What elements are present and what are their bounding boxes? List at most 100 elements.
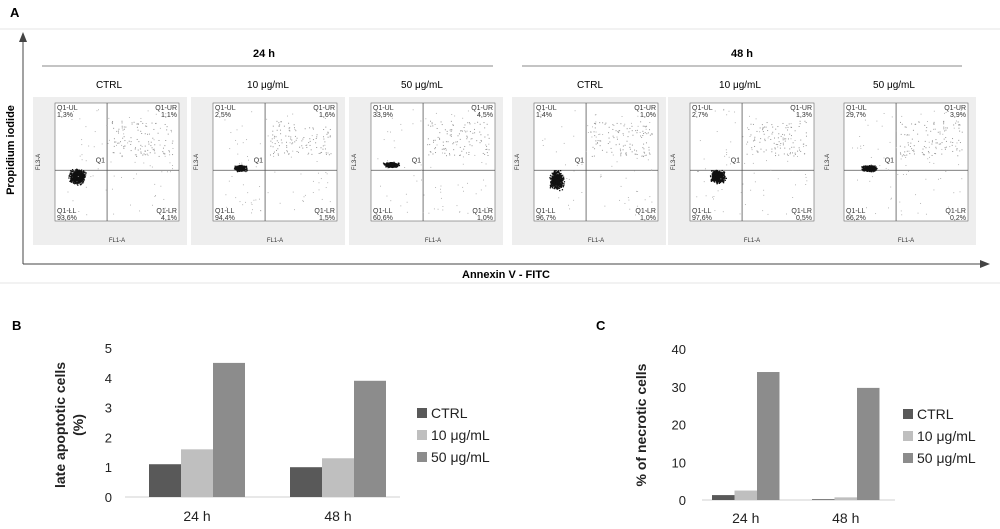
y-axis-label: late apoptotic cells xyxy=(52,362,68,488)
y-tick-label: 40 xyxy=(672,342,686,357)
time-header-24h: 24 h xyxy=(253,48,275,60)
quadrant-name-ll: Q1-LL xyxy=(846,208,866,215)
quadrant-center-label: Q1 xyxy=(885,157,894,164)
quadrant-value-lr: 0,2% xyxy=(950,215,966,222)
time-header-48h: 48 h xyxy=(731,48,753,60)
y-axis-label: (%) xyxy=(70,414,86,436)
flow-plot-area xyxy=(54,102,180,222)
quadrant-name-ll: Q1-LL xyxy=(215,208,235,215)
quadrant-name-ul: Q1-UL xyxy=(57,105,78,112)
panel-a-x-axis-arrowhead xyxy=(980,260,990,268)
flow-plot-y-label: FL3-A xyxy=(36,154,42,170)
quadrant-center-label: Q1 xyxy=(96,157,105,164)
quadrant-value-ur: 1,0% xyxy=(640,112,656,119)
panel-a-letter: A xyxy=(10,5,20,20)
flow-plot-dots xyxy=(377,109,490,214)
flow-plot-x-label: FL1-A xyxy=(425,238,441,244)
quadrant-value-ll: 97,6% xyxy=(692,215,712,222)
quadrant-name-ll: Q1-LL xyxy=(57,208,77,215)
flow-plot-y-label: FL3-A xyxy=(825,154,831,170)
late-apoptotic-chart: 0 1 2 3 4 5 24 h 48 h late apoptotic cells (%) CTR… xyxy=(52,341,490,524)
y-axis-label: % of necrotic cells xyxy=(633,363,649,486)
quadrant-name-ur: Q1-UR xyxy=(471,105,493,112)
quadrant-value-ul: 2,5% xyxy=(215,112,231,119)
quadrant-name-lr: Q1-LR xyxy=(945,208,966,215)
quadrant-value-ur: 4,5% xyxy=(477,112,493,119)
bar xyxy=(757,372,780,500)
quadrant-name-ur: Q1-UR xyxy=(634,105,656,112)
quadrant-name-ll: Q1-LL xyxy=(692,208,712,215)
quadrant-value-ll: 60,6% xyxy=(373,215,393,222)
quadrant-value-ul: 2,7% xyxy=(692,112,708,119)
condition-label: 10 μg/mL xyxy=(247,80,289,91)
flow-plot-dots xyxy=(540,109,653,216)
quadrant-center-label: Q1 xyxy=(575,157,584,164)
quadrant-value-lr: 0,5% xyxy=(796,215,812,222)
bar xyxy=(149,464,181,497)
quadrant-value-ur: 1,6% xyxy=(319,112,335,119)
panel-a-x-axis-label: Annexin V - FITC xyxy=(462,269,550,281)
flow-plot-dots xyxy=(852,110,963,216)
bar xyxy=(322,458,354,497)
legend-label: CTRL xyxy=(431,405,468,421)
flow-plot-y-label: FL3-A xyxy=(515,154,521,170)
quadrant-name-ul: Q1-UL xyxy=(846,105,867,112)
quadrant-value-ur: 1,3% xyxy=(796,112,812,119)
y-tick-label: 1 xyxy=(105,460,112,475)
condition-label: CTRL xyxy=(577,80,604,91)
quadrant-name-ul: Q1-UL xyxy=(692,105,713,112)
bar xyxy=(812,499,835,500)
quadrant-center-label: Q1 xyxy=(412,157,421,164)
bar xyxy=(181,449,213,497)
quadrant-value-ur: 1,1% xyxy=(161,112,177,119)
quadrant-value-ll: 66,2% xyxy=(846,215,866,222)
panel-a-y-axis-arrowhead xyxy=(19,32,27,42)
flow-plot-y-label: FL3-A xyxy=(352,154,358,170)
quadrant-value-lr: 1,0% xyxy=(640,215,656,222)
quadrant-value-ll: 96,7% xyxy=(536,215,556,222)
bar xyxy=(857,387,880,500)
quadrant-name-lr: Q1-LR xyxy=(314,208,335,215)
condition-label: 10 μg/mL xyxy=(719,80,761,91)
flow-plot-area xyxy=(533,102,659,222)
panel-a-y-axis-label: Propidium iodide xyxy=(5,105,17,195)
flow-plot: Q1-UL1,4%Q1-UR1,0%Q1Q1-LL96,7%Q1-LR1,0%F… xyxy=(512,97,666,245)
legend-label: 10 μg/mL xyxy=(431,427,490,443)
flow-plot-x-label: FL1-A xyxy=(744,238,760,244)
condition-label: CTRL xyxy=(96,80,123,91)
quadrant-value-lr: 1,0% xyxy=(477,215,493,222)
flow-plot-x-label: FL1-A xyxy=(588,238,604,244)
bar xyxy=(734,490,757,500)
flow-plot-area xyxy=(370,102,496,222)
panel-b-letter: B xyxy=(12,318,21,333)
legend-swatch xyxy=(417,408,427,418)
necrotic-chart: 0 10 20 30 40 24 h 48 h % of necrotic cells CTRL… xyxy=(633,342,976,526)
x-category-label: 48 h xyxy=(324,508,351,524)
quadrant-value-lr: 1,5% xyxy=(319,215,335,222)
y-tick-label: 5 xyxy=(105,341,112,356)
legend-swatch xyxy=(903,431,913,441)
bar xyxy=(712,495,735,500)
flow-plot-x-label: FL1-A xyxy=(898,238,914,244)
quadrant-name-ul: Q1-UL xyxy=(215,105,236,112)
quadrant-value-ul: 33,9% xyxy=(373,112,393,119)
quadrant-name-ur: Q1-UR xyxy=(313,105,335,112)
legend-swatch xyxy=(417,452,427,462)
quadrant-value-ul: 29,7% xyxy=(846,112,866,119)
legend-swatch xyxy=(903,453,913,463)
flow-plot-x-label: FL1-A xyxy=(109,238,125,244)
quadrant-value-lr: 4,1% xyxy=(161,215,177,222)
flow-plot-x-label: FL1-A xyxy=(267,238,283,244)
quadrant-name-lr: Q1-LR xyxy=(791,208,812,215)
panel-c-letter: C xyxy=(596,318,606,333)
x-category-label: 24 h xyxy=(732,510,759,526)
bar xyxy=(834,497,857,500)
flow-plot-y-label: FL3-A xyxy=(671,154,677,170)
quadrant-name-lr: Q1-LR xyxy=(472,208,493,215)
flow-plot-area xyxy=(689,102,815,222)
quadrant-name-ul: Q1-UL xyxy=(373,105,394,112)
